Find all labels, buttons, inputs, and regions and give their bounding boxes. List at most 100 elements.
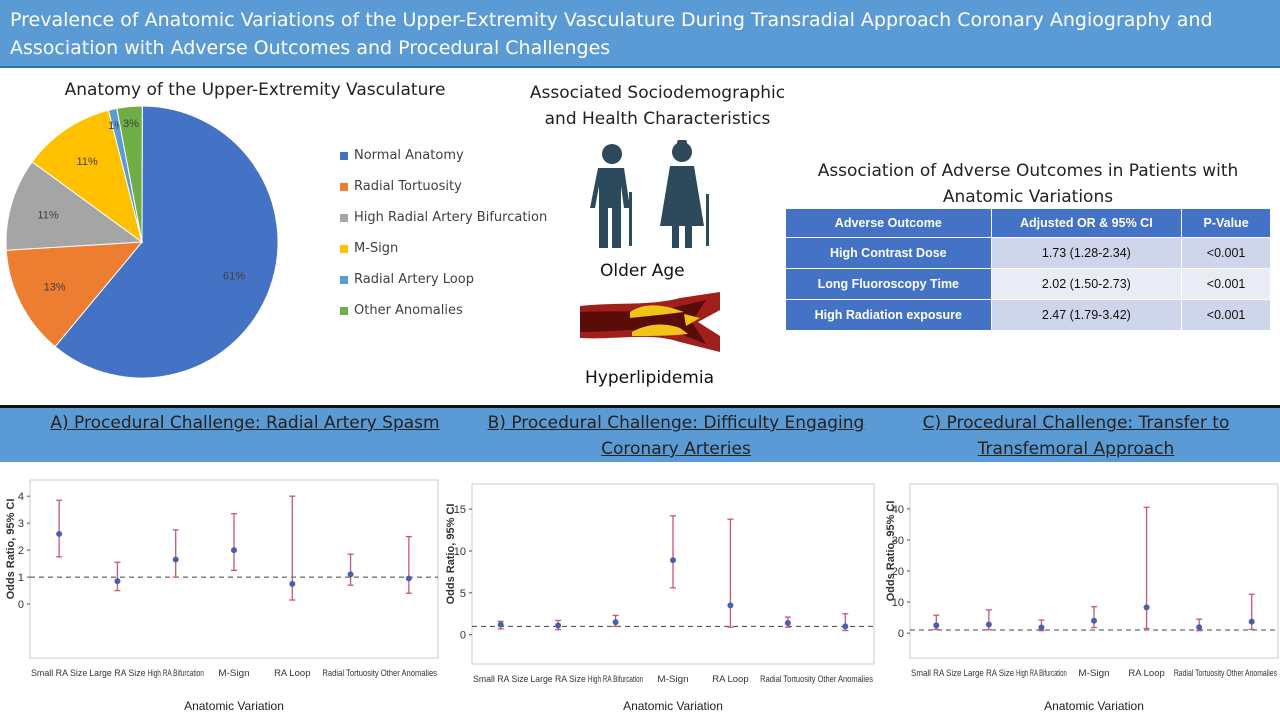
panel-c-title-line2: Transfemoral Approach (977, 439, 1175, 459)
x-category-label: M-Sign (1078, 668, 1109, 679)
pie-slice-label: 13% (44, 281, 66, 293)
odds-ratio-point (114, 578, 121, 585)
table-title-line1: Association of Adverse Outcomes in Patie… (817, 161, 1239, 181)
pie-slice-high-radial-artery-bifurcation (5, 161, 144, 251)
header-banner: Prevalence of Anatomic Variations of the… (0, 0, 1280, 68)
table-cell-outcome: High Contrast Dose (786, 238, 991, 268)
y-tick-label: 20 (892, 566, 904, 578)
table-header-row: Adverse Outcome Adjusted OR & 95% CI P-V… (786, 209, 1270, 237)
x-category-label: High RA Bifurcation (1016, 668, 1067, 679)
x-category-label: RA Loop (1128, 668, 1164, 679)
y-axis-label: Odds Ratio, 95% CI (445, 504, 457, 605)
odds-ratio-point (231, 547, 237, 554)
y-axis-label: Odds Ratio, 95% CI (5, 499, 17, 600)
pie-slice-label: 3% (123, 118, 139, 130)
x-category-label: Radial Tortuosity (760, 674, 816, 685)
odds-ratio-point (612, 619, 619, 626)
section-divider (0, 405, 1280, 408)
pie-legend: Normal Anatomy Radial Tortuosity High Radi… (340, 140, 547, 326)
x-category-label: Radial Tortuosity (1174, 668, 1225, 679)
odds-ratio-point (784, 619, 791, 626)
legend-item: Normal Anatomy (340, 140, 547, 171)
y-tick-label: 5 (460, 588, 466, 600)
legend-label: Radial Artery Loop (354, 272, 474, 287)
odds-ratio-point (1091, 617, 1097, 624)
pie-title: Anatomy of the Upper-Extremity Vasculatu… (64, 80, 446, 100)
pie-slice-normal-anatomy (54, 105, 279, 379)
odds-ratio-point (670, 557, 676, 564)
table-cell-or: 2.47 (1.79-3.42) (991, 300, 1182, 330)
header-title-line1: Prevalence of Anatomic Variations of the… (10, 9, 1213, 31)
x-category-label: M-Sign (218, 668, 249, 679)
y-tick-label: 3 (18, 518, 24, 530)
y-tick-label: 0 (898, 628, 904, 640)
socio-title-line1: Associated Sociodemographic (529, 83, 786, 103)
x-category-label: High RA Bifurcation (588, 674, 643, 685)
pie-slice-m-sign (31, 109, 143, 244)
legend-swatch (340, 306, 348, 315)
legend-item: Radial Artery Loop (340, 264, 547, 295)
table-title: Association of Adverse Outcomes in Patie… (790, 158, 1266, 210)
hyperlipidemia-label: Hyperlipidemia (585, 368, 714, 388)
y-tick-label: 10 (892, 597, 904, 609)
x-axis-label: Anatomic Variation (184, 699, 284, 713)
pie-slice-label: 11% (37, 209, 58, 221)
x-category-label: Large RA Size (964, 668, 1015, 679)
legend-item: Radial Tortuosity (340, 171, 547, 202)
legend-label: Normal Anatomy (354, 148, 464, 163)
odds-ratio-point (555, 622, 562, 629)
pie-slice-label: 11% (77, 156, 98, 168)
x-category-label: RA Loop (274, 668, 310, 679)
y-tick-label: 10 (454, 546, 466, 558)
legend-swatch (340, 275, 348, 284)
table-header-outcome: Adverse Outcome (786, 209, 991, 237)
table-header-or: Adjusted OR & 95% CI (991, 209, 1182, 237)
table-row: Long Fluoroscopy Time 2.02 (1.50-2.73) <… (786, 269, 1270, 299)
artery-plaque-icon (580, 292, 720, 352)
plot-frame (471, 483, 875, 665)
legend-item: Other Anomalies (340, 295, 547, 326)
panel-c-title: C) Procedural Challenge: Transfer to Tra… (890, 410, 1262, 462)
header-title-line2: Association with Adverse Outcomes and Pr… (10, 37, 611, 59)
legend-label: Radial Tortuosity (354, 179, 462, 194)
y-tick-label: 2 (18, 545, 24, 557)
legend-swatch (340, 244, 348, 253)
odds-ratio-point (405, 575, 412, 582)
elderly-people-icon (590, 140, 709, 248)
odds-ratio-point (347, 571, 354, 578)
legend-swatch (340, 182, 348, 191)
legend-label: Other Anomalies (354, 303, 463, 318)
table-cell-or: 1.73 (1.28-2.34) (991, 238, 1182, 268)
legend-item: M-Sign (340, 233, 547, 264)
odds-ratio-point (933, 622, 940, 629)
x-category-label: Small RA Size (31, 668, 87, 679)
plot-frame (29, 479, 439, 659)
panel-a-title-text: A) Procedural Challenge: Radial Artery S… (50, 413, 440, 433)
x-category-label: Other Anomalies (818, 674, 874, 685)
forest-plot-b: 0 5 10 15 Small RA Size Large RA Size High RA … (445, 483, 875, 713)
table-cell-pvalue: <0.001 (1182, 300, 1270, 330)
pie-slice-other-anomalies (116, 105, 143, 243)
table-cell-pvalue: <0.001 (1182, 269, 1270, 299)
x-axis-label: Anatomic Variation (623, 699, 723, 713)
y-tick-label: 0 (460, 630, 466, 642)
odds-ratio-point (56, 530, 63, 537)
forest-plot-c: 0 10 20 30 40 Small RA Size Large RA Size High … (885, 483, 1279, 713)
odds-ratio-point (289, 580, 296, 587)
legend-swatch (340, 151, 348, 160)
x-category-label: Radial Tortuosity (322, 668, 378, 679)
x-category-label: Large RA Size (530, 674, 585, 685)
pie-chart: 61%13%11%11%1%3% (5, 105, 279, 379)
adverse-outcome-table: Adverse Outcome Adjusted OR & 95% CI P-V… (785, 208, 1271, 331)
forest-plot-a: 0 1 2 3 4 Small RA Size Large RA Size High RA B… (5, 479, 439, 713)
odds-ratio-point (1143, 604, 1150, 611)
y-tick-label: 4 (18, 491, 24, 503)
x-category-label: Other Anomalies (381, 668, 437, 679)
legend-label: M-Sign (354, 241, 399, 256)
table-row: High Contrast Dose 1.73 (1.28-2.34) <0.0… (786, 238, 1270, 268)
legend-swatch (340, 213, 348, 222)
x-category-label: Large RA Size (89, 668, 145, 679)
pie-slice-label: 61% (223, 270, 245, 282)
bottom-title-band (0, 408, 1280, 462)
y-tick-label: 0 (18, 599, 24, 611)
